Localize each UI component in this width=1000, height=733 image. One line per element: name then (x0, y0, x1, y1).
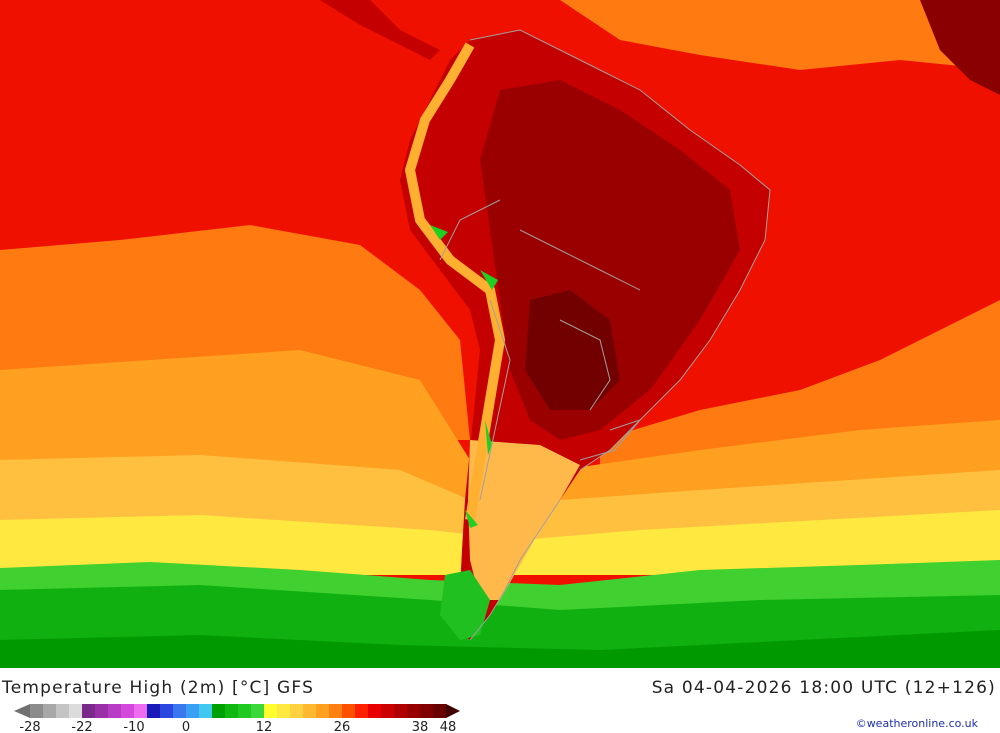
scale-swatch (251, 704, 265, 718)
country-borders (439, 29, 771, 641)
color-scale: -28 -22 -10 0 12 26 38 48 (14, 704, 460, 732)
central-america-land (320, 0, 440, 60)
scale-tick-label: 12 (256, 720, 273, 732)
scale-swatch (212, 704, 226, 718)
scale-swatch (160, 704, 174, 718)
scale-swatch (277, 704, 291, 718)
scale-tick-label: 38 (412, 720, 429, 732)
scale-swatch (69, 704, 83, 718)
scale-swatch (147, 704, 161, 718)
scale-tick-label: -28 (19, 720, 40, 732)
scale-swatch (134, 704, 148, 718)
scale-swatch (394, 704, 408, 718)
footer-bar: Temperature High (2m) [°C] GFS Sa 04-04-… (0, 668, 1000, 733)
andes-ridge (405, 42, 505, 521)
scale-swatch (186, 704, 200, 718)
credit-link[interactable]: ©weatheronline.co.uk (855, 717, 978, 730)
scale-tick-label: -22 (71, 720, 92, 732)
scale-swatch (108, 704, 122, 718)
scale-tick-label: 48 (440, 720, 457, 732)
scale-swatch (290, 704, 304, 718)
scale-swatch (381, 704, 395, 718)
land-tip-green (440, 570, 490, 640)
scale-swatch (43, 704, 57, 718)
scale-swatch (329, 704, 343, 718)
scale-swatch (82, 704, 96, 718)
scale-swatch (368, 704, 382, 718)
scale-tick-label: -10 (123, 720, 144, 732)
africa-corner-land (920, 0, 1000, 95)
band-orange-north (560, 0, 1000, 70)
valid-time: Sa 04-04-2026 18:00 UTC (12+126) (651, 678, 996, 698)
scale-swatch (121, 704, 135, 718)
scale-swatch (238, 704, 252, 718)
temperature-map (0, 0, 1000, 668)
land-patagonia (468, 440, 580, 600)
land-hottest-core (525, 290, 620, 410)
scale-swatch (303, 704, 317, 718)
scale-swatch (225, 704, 239, 718)
scale-swatch (316, 704, 330, 718)
scale-swatch (355, 704, 369, 718)
scale-swatch (56, 704, 70, 718)
scale-tick-label: 26 (334, 720, 351, 732)
scale-swatch (342, 704, 356, 718)
band-darkgreen (0, 630, 1000, 668)
scale-swatch (407, 704, 421, 718)
scale-swatch (95, 704, 109, 718)
scale-tick-label: 0 (182, 720, 190, 732)
scale-arrow-right (446, 704, 460, 718)
scale-swatch (433, 704, 447, 718)
map-title: Temperature High (2m) [°C] GFS (2, 678, 315, 698)
scale-swatch (30, 704, 44, 718)
scale-arrow-left (14, 704, 30, 718)
scale-swatch (173, 704, 187, 718)
scale-swatch (420, 704, 434, 718)
scale-swatch (264, 704, 278, 718)
scale-swatch (199, 704, 213, 718)
